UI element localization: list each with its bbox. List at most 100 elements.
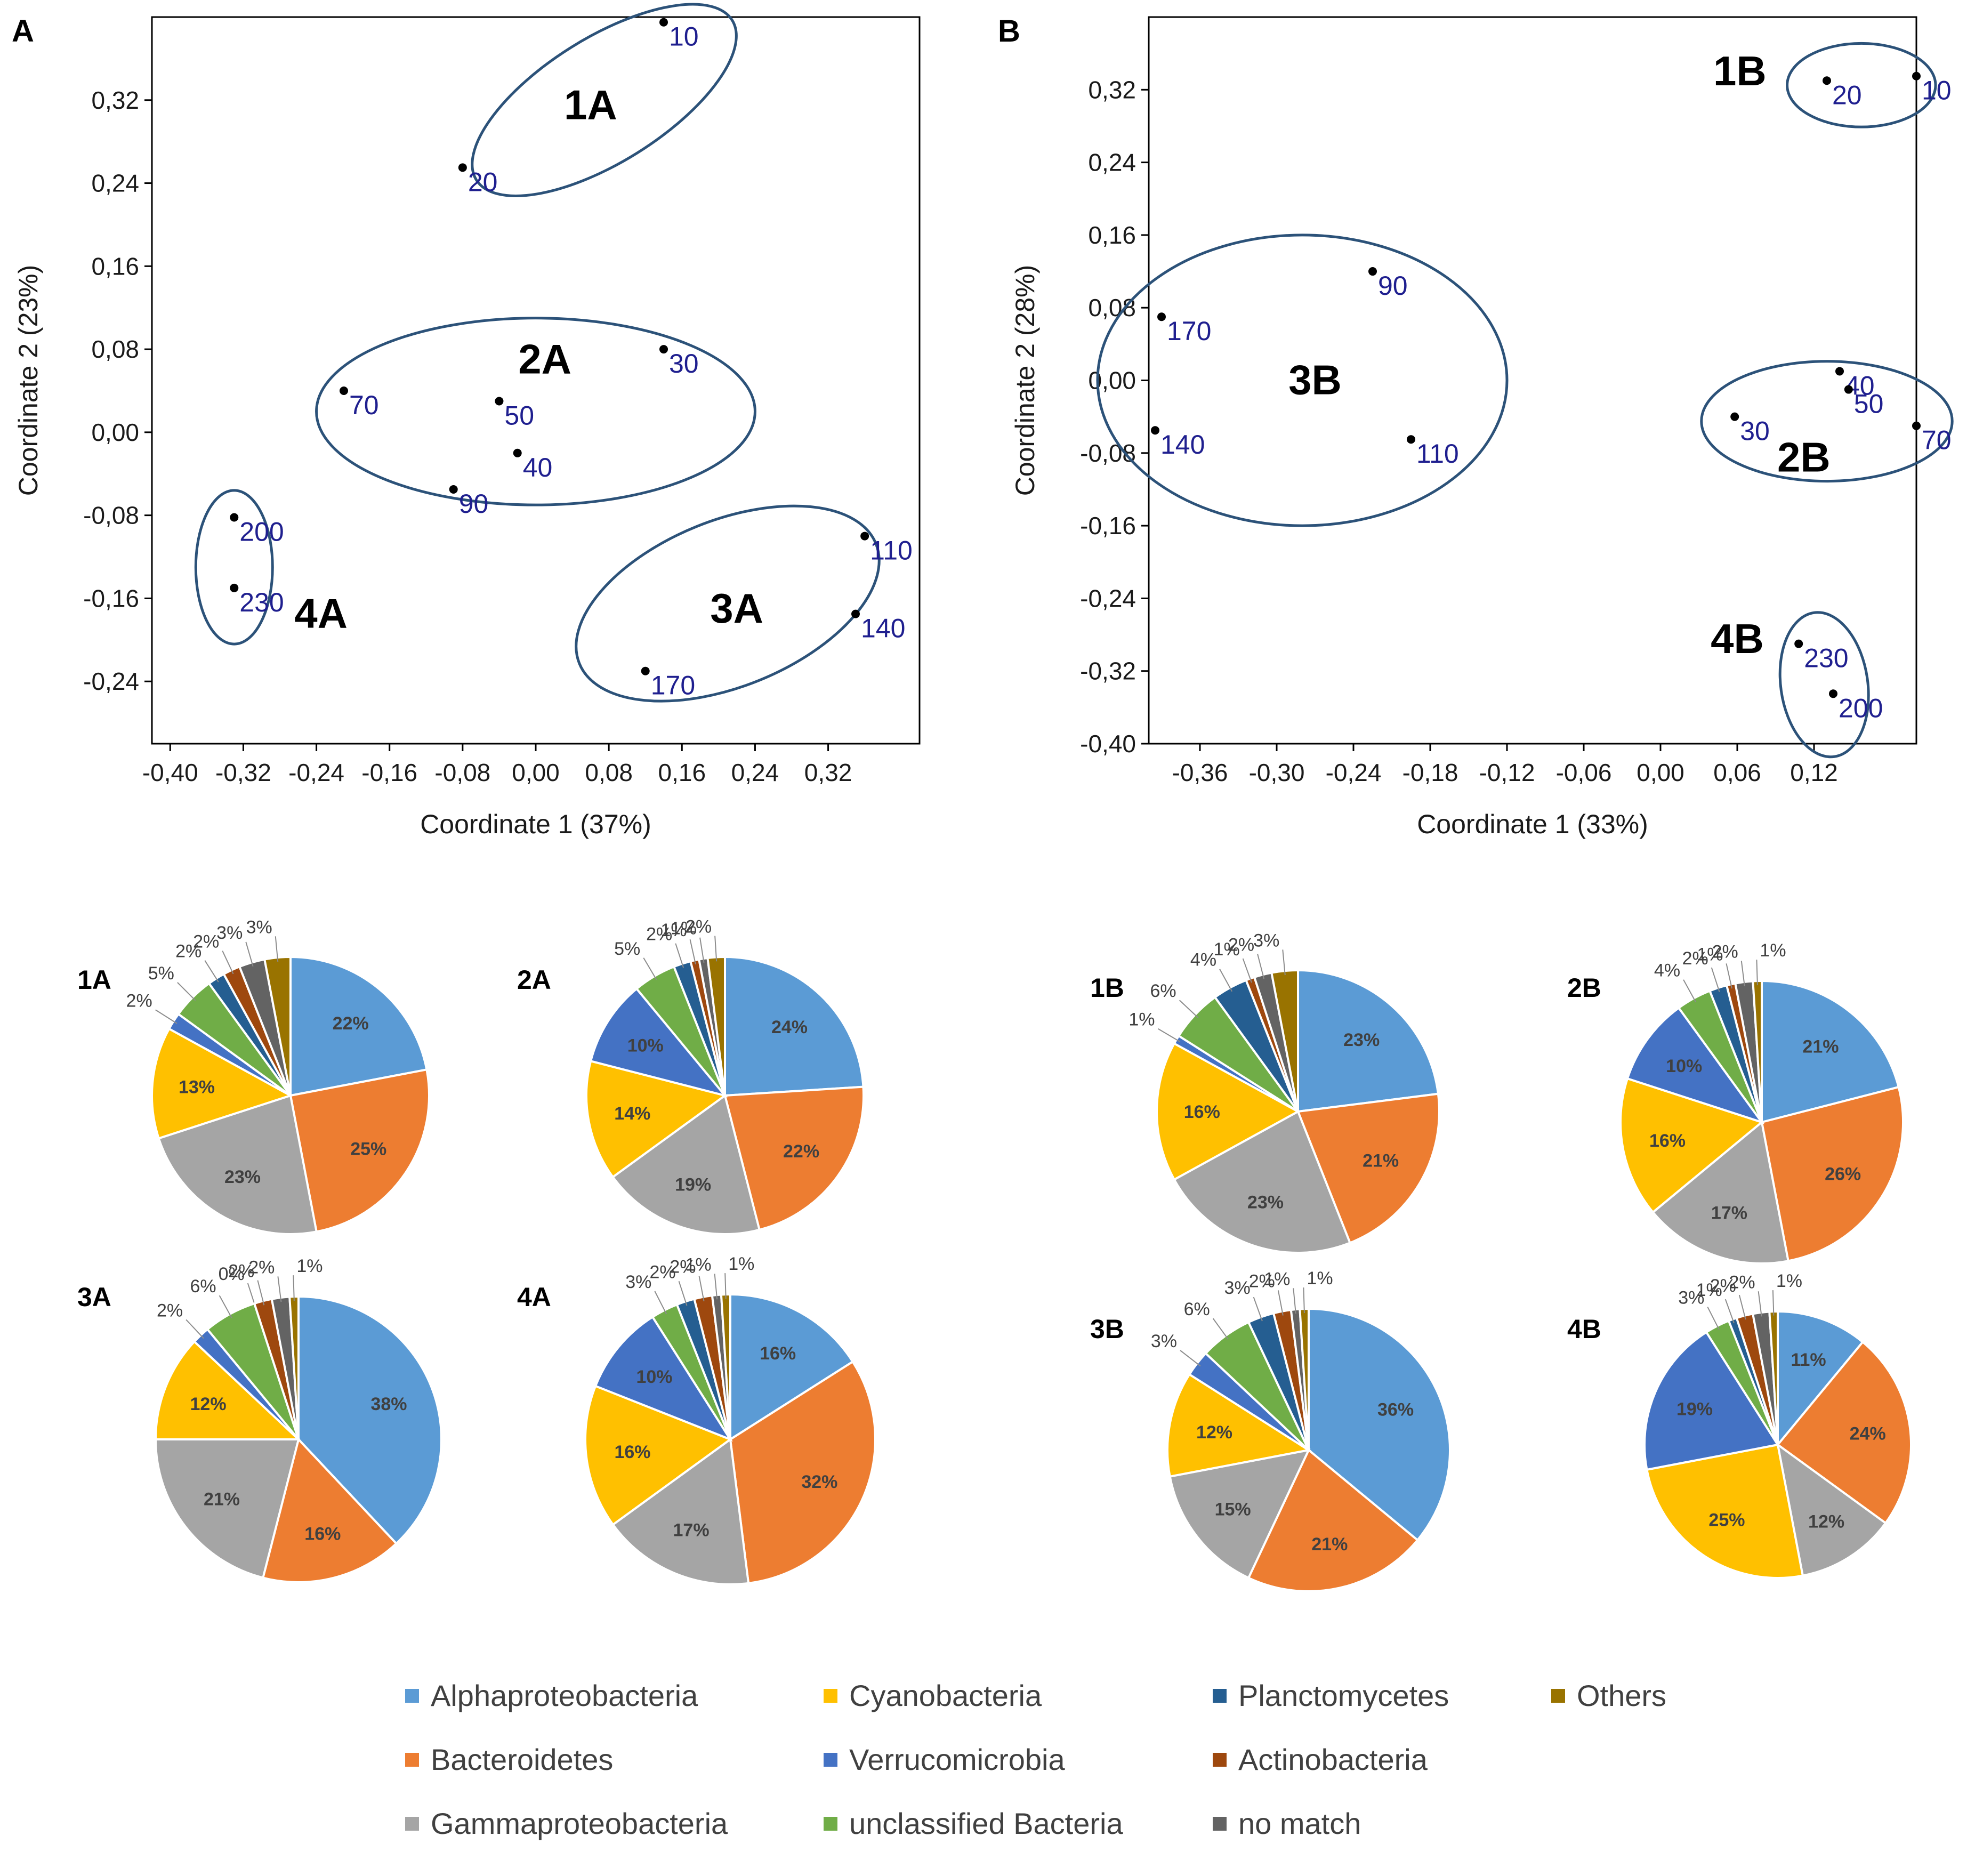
pie-pct-label: 1% <box>660 920 687 940</box>
y-axis-title: Coordinate 2 (28%) <box>1010 265 1040 496</box>
pie-pct-label: 6% <box>1184 1299 1210 1319</box>
pie-slice <box>1156 1042 1301 1181</box>
pie-pct-label: 16% <box>304 1524 341 1544</box>
leader-line <box>1303 1287 1305 1314</box>
pie-title: 3A <box>77 1282 111 1312</box>
panel-b-letter: B <box>998 14 1020 49</box>
pie-pct-label: 25% <box>350 1139 386 1159</box>
cluster-label: 2A <box>518 336 571 383</box>
point-label: 110 <box>1416 439 1459 469</box>
pie-pct-label: 3% <box>1678 1288 1704 1308</box>
cluster-label: 3B <box>1288 357 1342 404</box>
data-point <box>1835 367 1844 376</box>
leader-line <box>1242 958 1252 983</box>
pie-slice <box>1168 1448 1311 1580</box>
legend-label: Cyanobacteria <box>849 1679 1042 1712</box>
data-point <box>495 397 504 406</box>
point-label: 200 <box>1839 693 1883 723</box>
legend-label: Planctomycetes <box>1238 1679 1449 1712</box>
pie-pct-label: 3% <box>625 1272 651 1292</box>
pie-pct-label: 12% <box>1808 1512 1844 1532</box>
leader-line <box>714 1274 718 1300</box>
leader-line <box>675 943 684 968</box>
panel-a-letter: A <box>12 14 34 49</box>
pie-slice <box>724 955 865 1097</box>
cluster-label: 2B <box>1777 433 1831 480</box>
pie-pct-label: 38% <box>370 1394 407 1414</box>
pie-pct-label: 26% <box>1825 1164 1861 1185</box>
pie-slice <box>1296 1092 1440 1244</box>
leader-line <box>1738 1294 1746 1320</box>
pie-title: 2A <box>517 965 551 995</box>
pie-pct-label: 1% <box>1264 1269 1290 1289</box>
leader-line <box>1257 954 1265 979</box>
x-tick-label: 0,00 <box>1637 759 1684 786</box>
pie-slice <box>1626 1006 1765 1124</box>
pie-slice <box>594 1315 733 1442</box>
leader-line <box>1253 1297 1263 1322</box>
point-label: 30 <box>669 349 699 379</box>
pie-slice <box>589 987 728 1098</box>
leader-line <box>222 951 234 975</box>
y-tick-label: -0,08 <box>83 502 139 529</box>
leader-line <box>257 1280 265 1306</box>
pie-pct-label: 2% <box>686 917 712 937</box>
pie-pct-label: 3% <box>216 923 243 943</box>
leader-line <box>204 960 219 983</box>
pie-pct-label: 12% <box>1196 1422 1232 1443</box>
x-tick-label: -0,18 <box>1402 759 1458 786</box>
pie-pct-label: 5% <box>614 939 640 959</box>
x-tick-label: -0,24 <box>288 759 344 786</box>
pie-pct-label: 21% <box>1802 1037 1839 1057</box>
cluster-ellipse <box>575 504 881 703</box>
pie-pct-label: 2% <box>228 1261 254 1282</box>
pie-pct-label: 1% <box>671 919 697 939</box>
pie-pct-label: 2% <box>646 924 672 945</box>
pie-pct-label: 2% <box>1710 1276 1736 1296</box>
leader-line <box>699 937 705 963</box>
point-label: 20 <box>1832 80 1862 110</box>
leader-line <box>1179 1000 1199 1018</box>
y-tick-label: 0,24 <box>91 170 139 197</box>
leader-line <box>1724 1299 1735 1324</box>
pie-pct-label: 1% <box>1776 1271 1802 1291</box>
pie-pct-label: 25% <box>1708 1510 1745 1531</box>
data-point <box>230 513 239 522</box>
pie-slice <box>585 1059 728 1179</box>
pie-pct-label: 0% <box>219 1264 245 1284</box>
cluster-ellipse <box>1778 611 1870 759</box>
pie-pct-label: 1% <box>1307 1268 1333 1289</box>
pie-pct-label: 2% <box>157 1300 183 1321</box>
pie-pct-label: 17% <box>1711 1203 1747 1223</box>
pie-slice <box>1297 969 1440 1113</box>
legend-swatch <box>824 1689 837 1703</box>
y-tick-label: 0,00 <box>91 418 139 446</box>
point-label: 20 <box>468 167 498 197</box>
data-point <box>449 485 458 494</box>
pie-pct-label: 1% <box>1696 1280 1722 1300</box>
y-tick-label: 0,16 <box>91 252 139 280</box>
point-label: 10 <box>1922 76 1952 106</box>
data-point <box>659 345 668 354</box>
legend-label: Bacteroidetes <box>431 1743 613 1776</box>
y-tick-label: -0,40 <box>1080 730 1136 758</box>
cluster-label: 1A <box>564 82 617 128</box>
pie-slice <box>729 1360 876 1585</box>
pie-pct-label: 16% <box>614 1442 650 1462</box>
pie-pct-label: 6% <box>1150 981 1176 1001</box>
pie-pct-label: 2% <box>670 1257 696 1277</box>
pie-pct-label: 10% <box>1666 1056 1702 1076</box>
leader-line <box>1707 1307 1720 1330</box>
leader-line <box>643 957 657 980</box>
pie-pct-label: 2% <box>1228 935 1254 955</box>
data-point <box>860 532 869 541</box>
pie-slice <box>1166 1373 1312 1478</box>
pie-pct-label: 15% <box>1215 1499 1251 1519</box>
legend-swatch <box>1213 1753 1227 1767</box>
leader-line <box>1772 1290 1775 1316</box>
leader-line <box>654 1291 667 1315</box>
data-point <box>458 163 467 172</box>
